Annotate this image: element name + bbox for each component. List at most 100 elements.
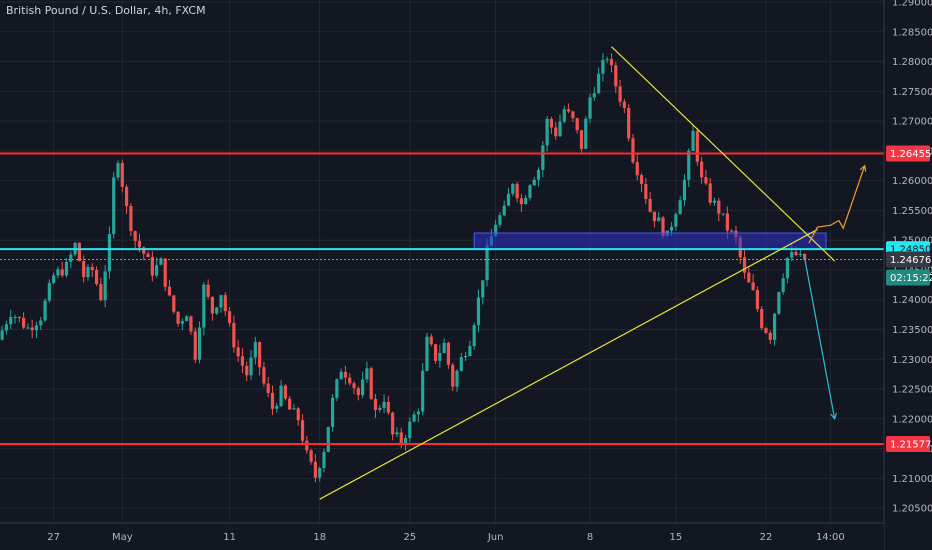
candle-body [378, 408, 382, 410]
candle-body [43, 300, 47, 321]
candle-body [687, 150, 691, 180]
candle-body [391, 412, 395, 435]
candle-body [751, 282, 755, 290]
candle-body [313, 461, 318, 478]
price-tag-label: 1.26455 [890, 149, 931, 160]
candle-body [116, 163, 120, 178]
candle-body [395, 432, 399, 435]
candle-body [627, 107, 631, 139]
candle-body [781, 278, 785, 293]
candle-body [103, 271, 107, 301]
candle-body [695, 130, 699, 162]
candle-body [528, 185, 532, 198]
arrow_down-path [804, 257, 836, 419]
candle-body [403, 438, 408, 444]
candle-body [476, 297, 481, 326]
candle-body [472, 325, 476, 347]
candle-body [652, 211, 657, 222]
candle-body [120, 163, 124, 187]
supply-zone [473, 232, 827, 250]
candle-body [622, 101, 626, 108]
y-tick-label: 1.26000 [892, 176, 932, 187]
price-tag [886, 251, 930, 268]
candle-body [189, 316, 193, 332]
candle-body [609, 59, 614, 66]
countdown-tag [886, 269, 930, 286]
chart-title: British Pound / U.S. Dollar, 4h, FXCM [6, 4, 206, 17]
candle-body [240, 356, 245, 366]
candle-body [772, 313, 777, 340]
price-tag-label: 1.24850 [890, 245, 931, 256]
price-tag [886, 145, 930, 162]
candle-body [288, 398, 292, 410]
candle-body [554, 127, 558, 137]
candle-body [146, 253, 150, 258]
x-tick-label: 15 [670, 532, 683, 543]
candle-body [270, 392, 275, 409]
candle-body [704, 177, 708, 184]
candle-body [579, 130, 584, 149]
candle-body [107, 234, 112, 272]
candle-body [90, 266, 94, 270]
candle-body [39, 320, 43, 326]
candle-body [669, 226, 674, 231]
candle-body [17, 316, 21, 318]
candle-body [549, 118, 554, 128]
candle-body [657, 217, 661, 222]
candle-body [438, 352, 442, 361]
candle-body [326, 426, 330, 452]
candle-body [459, 357, 463, 371]
y-tick-label: 1.21000 [892, 474, 932, 485]
candle-body [768, 332, 772, 340]
candle-body [429, 336, 433, 345]
candle-body [305, 440, 309, 451]
candle-body [536, 169, 541, 180]
candle-body [661, 217, 665, 237]
candle-body [210, 296, 215, 314]
candle-body [639, 175, 644, 184]
candle-body [373, 398, 378, 410]
candle-body [0, 330, 4, 340]
candle-body [26, 327, 30, 329]
candle-body [648, 198, 652, 212]
candle-body [77, 242, 81, 262]
candle-body [172, 295, 176, 312]
candle-body [227, 311, 232, 323]
candle-body [215, 307, 219, 314]
candle-body [155, 264, 159, 276]
candle-body [425, 336, 429, 371]
x-tick-label: Jun [487, 532, 504, 543]
candle-body [86, 266, 90, 278]
y-tick-label: 1.27500 [892, 87, 932, 98]
candle-body [562, 109, 566, 122]
candle-body [193, 331, 197, 360]
candle-body [433, 344, 438, 361]
candle-body [82, 261, 86, 278]
candle-body [60, 269, 64, 276]
candle-body [785, 257, 790, 279]
candle-body [485, 245, 489, 281]
candle-body [129, 206, 133, 232]
candle-body [571, 111, 575, 119]
candle-body [730, 230, 734, 232]
candle-body [202, 284, 206, 328]
candle-body [742, 257, 747, 273]
candle-body [502, 205, 506, 216]
candle-body [519, 198, 523, 205]
y-tick-label: 1.28500 [892, 27, 932, 38]
x-tick-label: 11 [223, 532, 236, 543]
x-tick-label: 8 [587, 532, 593, 543]
x-tick-label: 25 [403, 532, 416, 543]
candle-body [124, 186, 129, 207]
candle-body [416, 411, 420, 415]
candle-body [34, 325, 39, 331]
candle-body [335, 379, 339, 398]
y-tick-label: 1.29000 [892, 0, 932, 9]
candle-body [9, 317, 13, 325]
candle-body [682, 179, 687, 201]
candle-body [99, 283, 103, 301]
candle-body [412, 414, 416, 422]
candle-body [691, 130, 695, 151]
